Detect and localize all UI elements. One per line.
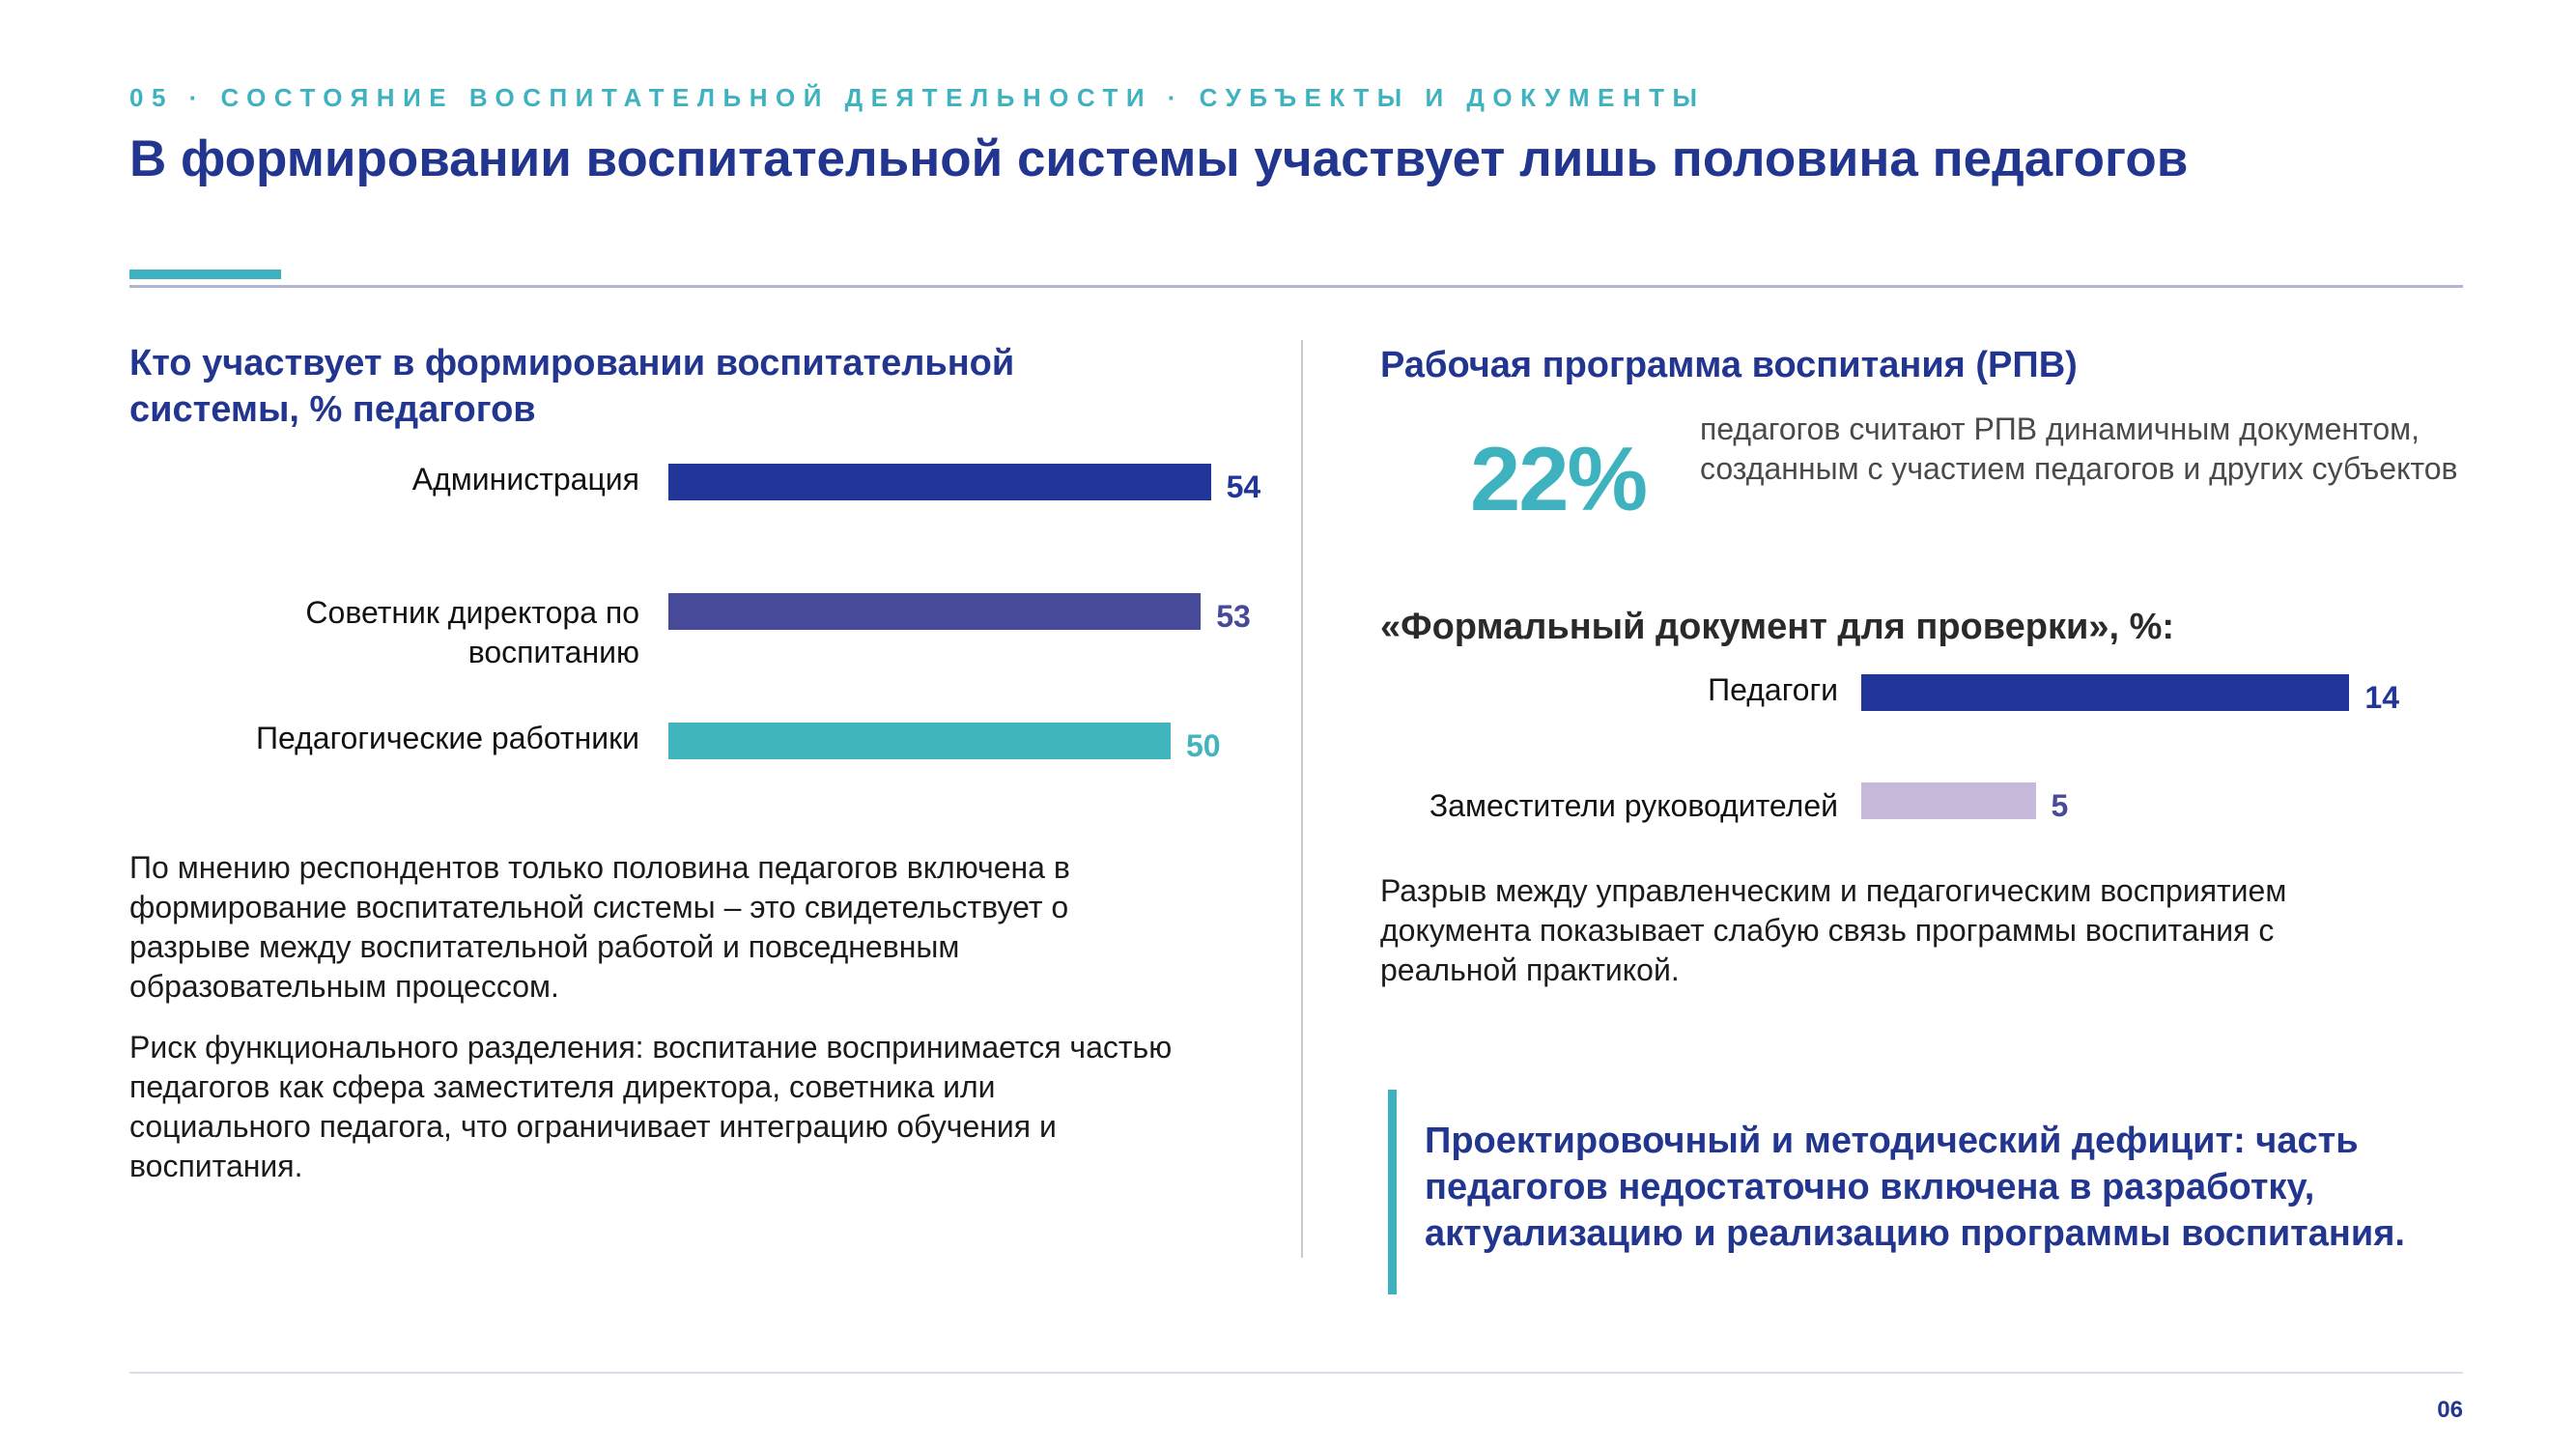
bar-value-label: 5 [2051,788,2069,823]
bar-value-label: 50 [1186,728,1221,763]
bar-value-label: 14 [2364,680,2399,715]
rpv-section-title: Рабочая программа воспитания (РПВ) [1380,345,2078,385]
participation-chart-title: Кто участвует в формировании воспитатель… [129,343,1015,430]
bar-label: Администрация [411,462,639,497]
bar [668,464,1211,500]
left-paragraph-1: По мнению респондентов только половина п… [129,850,1070,1004]
bar-value-label: 53 [1216,599,1251,634]
rpv-big-number: 22% [1470,428,1648,529]
formal-document-chart-title: «Формальный документ для проверки», %: [1380,607,2175,647]
callout-accent-bar [1388,1090,1397,1294]
title-accent-bar [129,270,281,279]
bar-value-label: 54 [1226,469,1261,504]
footer-divider [129,1372,2463,1374]
section-kicker: 05 · СОСТОЯНИЕ ВОСПИТАТЕЛЬНОЙ ДЕЯТЕЛЬНОС… [129,83,1706,112]
bar [668,593,1202,630]
page-number: 06 [2437,1397,2463,1423]
right-summary: Разрыв между управленческим и педагогиче… [1380,873,2287,987]
bar-label: Заместители руководителей [1429,788,1838,823]
rpv-big-number-note: педагогов считают РПВ динамичным докумен… [1700,412,2458,486]
bar-label: Педагоги [1708,672,1838,707]
header-divider [129,285,2463,288]
bar [668,723,1171,759]
bar-label: Советник директора по воспитанию [305,595,639,669]
bar-label: Педагогические работники [256,721,639,755]
column-divider [1301,340,1303,1258]
callout-text: Проектировочный и методический дефицит: … [1425,1121,2405,1254]
page-title: В формировании воспитательной системы уч… [129,130,2189,187]
bar [1861,674,2350,711]
bar [1861,782,2036,819]
left-paragraph-2: Риск функционального разделения: воспита… [129,1030,1173,1183]
